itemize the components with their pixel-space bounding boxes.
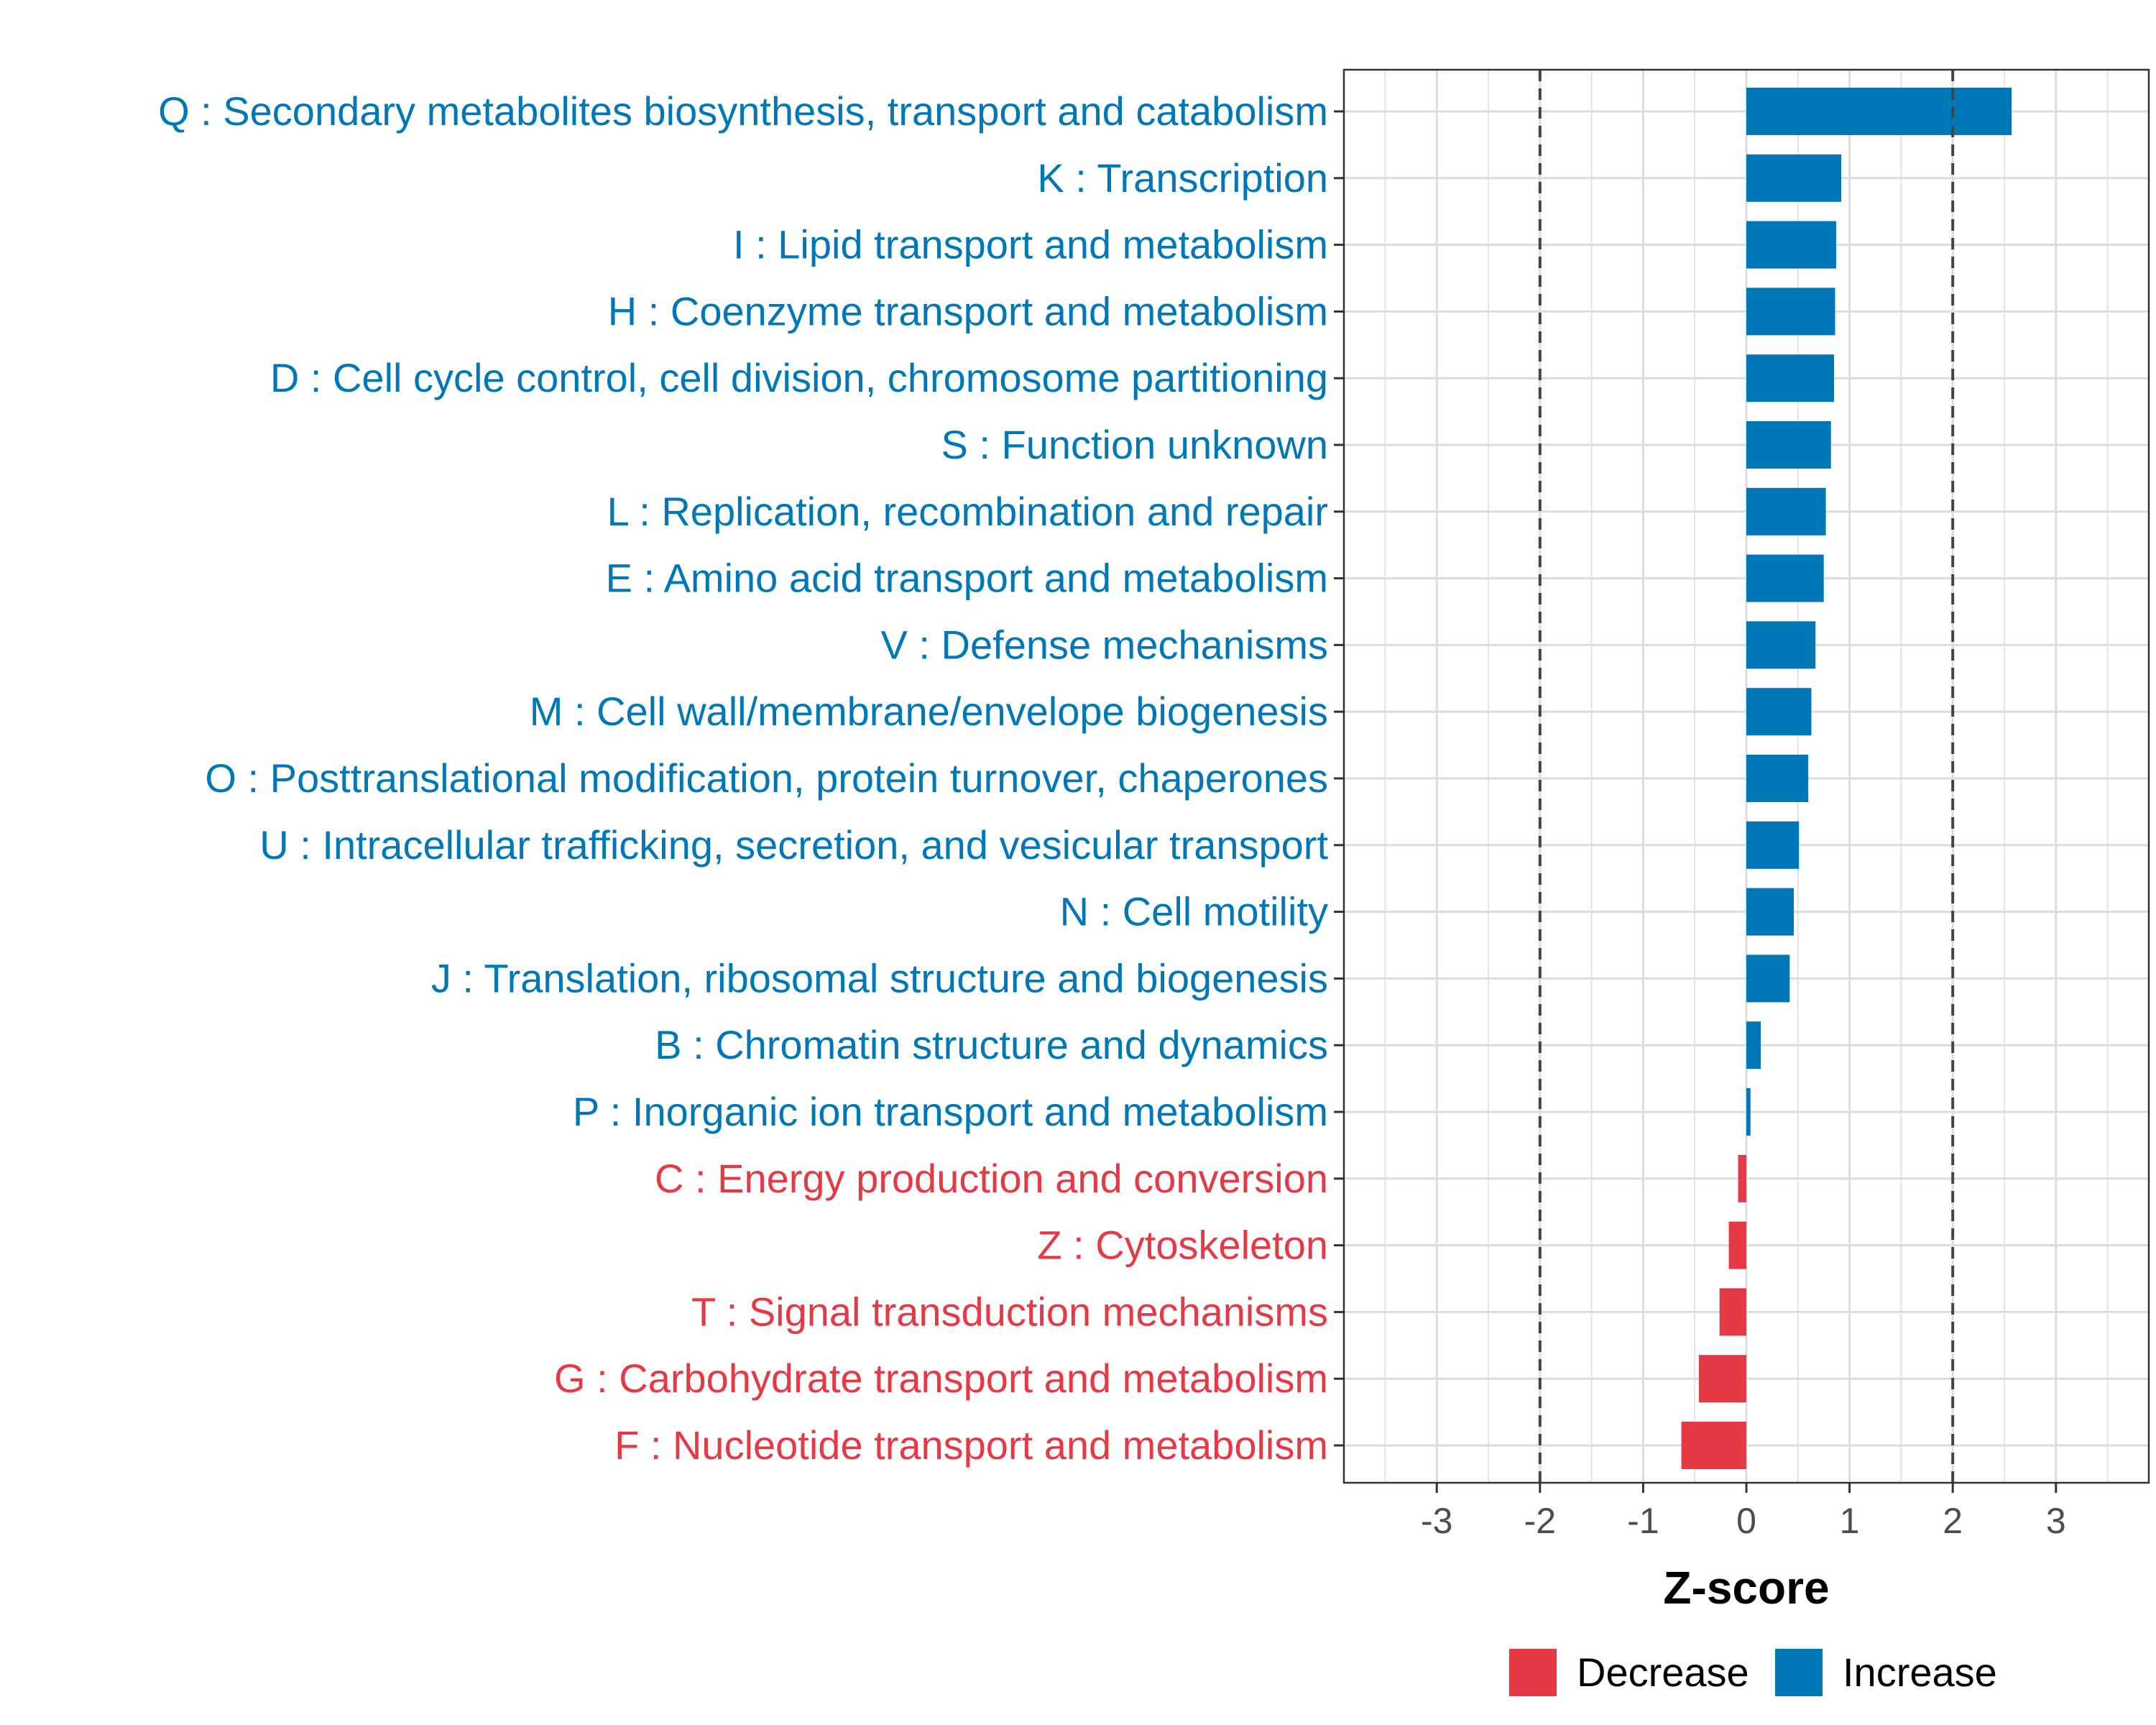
bar-c	[1738, 1154, 1746, 1202]
bar-u	[1746, 821, 1800, 869]
x-axis-labels: -3 -2 -1 0 1 2 3	[1421, 1501, 2066, 1541]
bar-k	[1746, 154, 1842, 202]
category-label: Z : Cytoskeleton	[1037, 1223, 1328, 1268]
bar-l	[1746, 487, 1826, 535]
category-label: T : Signal transduction mechanisms	[691, 1289, 1328, 1334]
bar-z	[1728, 1221, 1746, 1269]
reference-lines	[1538, 70, 1955, 1483]
category-label: I : Lipid transport and metabolism	[733, 222, 1328, 267]
bar-b	[1746, 1021, 1761, 1070]
category-label: O : Posttranslational modification, prot…	[205, 755, 1328, 801]
category-label: Q : Secondary metabolites biosynthesis, …	[158, 88, 1328, 134]
bar-p	[1746, 1088, 1751, 1136]
bar-g	[1698, 1355, 1746, 1403]
category-label: G : Carbohydrate transport and metabolis…	[554, 1356, 1328, 1401]
bar-m	[1746, 688, 1812, 736]
category-label: U : Intracellular trafficking, secretion…	[259, 822, 1328, 868]
category-label: J : Translation, ribosomal structure and…	[431, 955, 1328, 1000]
legend-label-increase: Increase	[1843, 1650, 1997, 1695]
category-label: M : Cell wall/membrane/envelope biogenes…	[530, 689, 1328, 734]
x-tick-label: -3	[1421, 1501, 1452, 1541]
x-tick-label: 3	[2046, 1501, 2066, 1541]
bar-q	[1746, 88, 2012, 135]
category-label: D : Cell cycle control, cell division, c…	[270, 355, 1328, 400]
category-label: E : Amino acid transport and metabolism	[606, 556, 1328, 601]
legend-label-decrease: Decrease	[1577, 1650, 1749, 1695]
x-tick-label: 2	[1943, 1501, 1963, 1541]
category-label: S : Function unknown	[941, 422, 1328, 467]
bar-f	[1681, 1422, 1746, 1469]
bar-d	[1746, 354, 1835, 402]
bar-e	[1746, 554, 1824, 602]
bar-v	[1746, 621, 1816, 669]
legend: Decrease Increase	[1509, 1649, 1997, 1696]
x-tick-label: 1	[1840, 1501, 1860, 1541]
bar-o	[1746, 755, 1809, 802]
category-label: P : Inorganic ion transport and metaboli…	[573, 1089, 1328, 1134]
bar-s	[1746, 421, 1831, 469]
legend-swatch-decrease	[1509, 1649, 1557, 1696]
bar-group	[1681, 88, 2012, 1469]
x-tick-label: 0	[1736, 1501, 1756, 1541]
x-tick-label: -1	[1627, 1501, 1659, 1541]
category-label: C : Energy production and conversion	[655, 1156, 1328, 1201]
y-axis-ticks	[1334, 110, 1344, 1447]
bar-n	[1746, 888, 1795, 936]
bar-i	[1746, 221, 1836, 269]
y-axis-labels: Q : Secondary metabolites biosynthesis, …	[158, 88, 1328, 1468]
bar-t	[1719, 1288, 1746, 1336]
category-label: K : Transcription	[1037, 155, 1328, 201]
legend-swatch-increase	[1775, 1649, 1823, 1696]
category-label: V : Defense mechanisms	[881, 622, 1328, 667]
bar-h	[1746, 288, 1835, 336]
x-axis-ticks	[1435, 1483, 2058, 1493]
category-label: F : Nucleotide transport and metabolism	[614, 1422, 1328, 1468]
x-axis-title: Z-score	[1663, 1562, 1829, 1614]
category-label: B : Chromatin structure and dynamics	[655, 1022, 1328, 1067]
category-label: N : Cell motility	[1060, 889, 1328, 934]
category-label: H : Coenzyme transport and metabolism	[608, 288, 1328, 334]
bar-j	[1746, 954, 1790, 1003]
x-tick-label: -2	[1524, 1501, 1556, 1541]
category-label: L : Replication, recombination and repai…	[607, 489, 1328, 534]
